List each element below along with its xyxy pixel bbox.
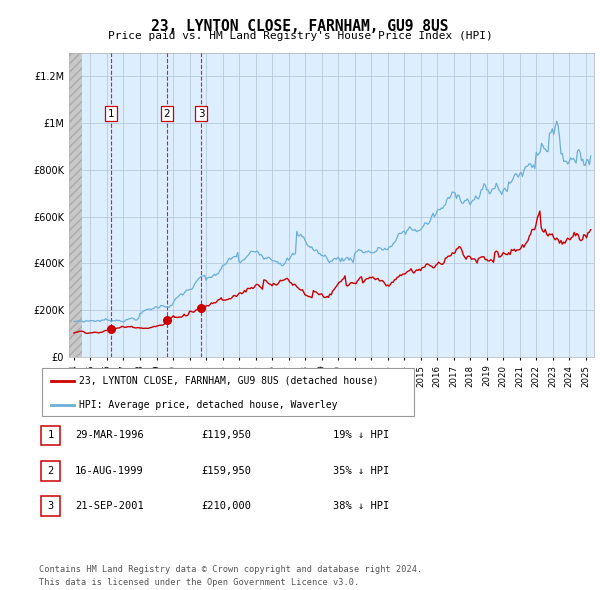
Text: 23, LYNTON CLOSE, FARNHAM, GU9 8US: 23, LYNTON CLOSE, FARNHAM, GU9 8US [151, 19, 449, 34]
Text: Contains HM Land Registry data © Crown copyright and database right 2024.
This d: Contains HM Land Registry data © Crown c… [39, 565, 422, 586]
Text: HPI: Average price, detached house, Waverley: HPI: Average price, detached house, Wave… [79, 400, 338, 410]
Text: 3: 3 [198, 109, 205, 119]
Text: 38% ↓ HPI: 38% ↓ HPI [333, 502, 389, 511]
FancyBboxPatch shape [41, 496, 60, 516]
Text: 2: 2 [163, 109, 170, 119]
Text: 35% ↓ HPI: 35% ↓ HPI [333, 466, 389, 476]
Text: 1: 1 [107, 109, 114, 119]
Text: 3: 3 [47, 502, 53, 511]
Bar [69, 53, 82, 357]
FancyBboxPatch shape [42, 368, 414, 416]
FancyBboxPatch shape [41, 461, 60, 481]
Text: 16-AUG-1999: 16-AUG-1999 [75, 466, 144, 476]
Text: £119,950: £119,950 [201, 431, 251, 440]
Text: £210,000: £210,000 [201, 502, 251, 511]
Text: 23, LYNTON CLOSE, FARNHAM, GU9 8US (detached house): 23, LYNTON CLOSE, FARNHAM, GU9 8US (deta… [79, 376, 379, 386]
Text: £159,950: £159,950 [201, 466, 251, 476]
Text: 19% ↓ HPI: 19% ↓ HPI [333, 431, 389, 440]
Text: 21-SEP-2001: 21-SEP-2001 [75, 502, 144, 511]
Text: 2: 2 [47, 466, 53, 476]
Text: Price paid vs. HM Land Registry's House Price Index (HPI): Price paid vs. HM Land Registry's House … [107, 31, 493, 41]
FancyBboxPatch shape [41, 425, 60, 445]
Text: 29-MAR-1996: 29-MAR-1996 [75, 431, 144, 440]
Text: 1: 1 [47, 431, 53, 440]
